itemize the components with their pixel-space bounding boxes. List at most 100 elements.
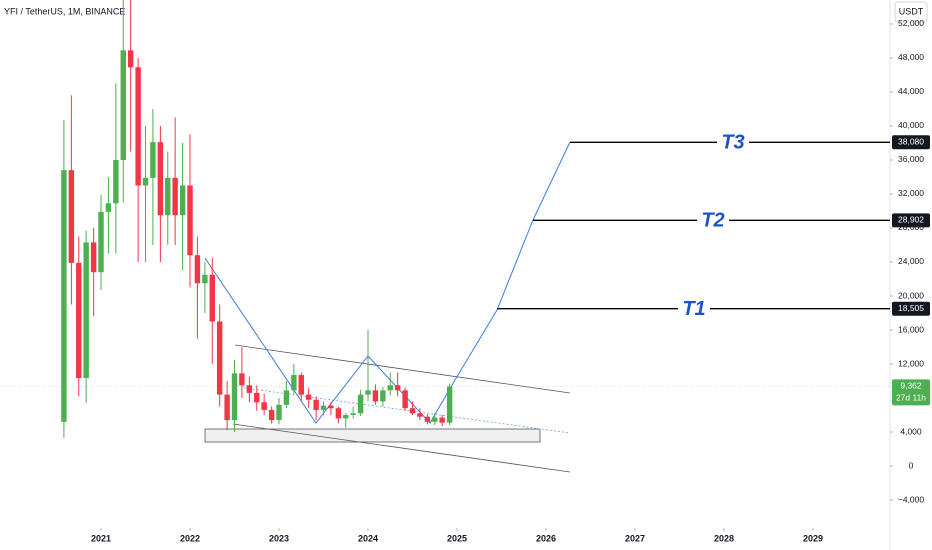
currency-label: USDT <box>899 6 924 16</box>
candle-body <box>150 142 156 178</box>
candle-body <box>328 405 334 409</box>
y-tick-label: 12,000 <box>898 358 924 368</box>
target-price-box <box>892 135 930 150</box>
candle-body <box>335 408 342 419</box>
target-price-box <box>892 213 930 228</box>
candle-body <box>76 262 82 379</box>
last-price-box <box>892 379 930 406</box>
candle-body <box>394 385 401 391</box>
candle-body <box>135 67 141 186</box>
x-tick-label: 2024 <box>358 533 378 543</box>
currency-button[interactable] <box>894 1 928 23</box>
y-tick-label: 44,000 <box>898 86 924 96</box>
candle-body <box>179 185 186 216</box>
candle-body <box>113 159 119 204</box>
y-tick-label: 32,000 <box>898 188 924 198</box>
target-name: T3 <box>721 132 744 154</box>
candle-body <box>239 373 245 386</box>
candle-body <box>165 177 171 216</box>
candle-body <box>202 274 208 284</box>
candle-body <box>98 211 104 273</box>
candle-body <box>254 392 260 403</box>
candle-body <box>157 142 164 216</box>
y-tick-label: 40,000 <box>898 120 924 130</box>
y-tick-label: 4,000 <box>900 426 922 436</box>
candle-body <box>90 242 97 273</box>
chart-title: YFI / TetherUS, 1M, BINANCE <box>4 6 125 16</box>
candle-body <box>439 417 445 423</box>
x-tick-label: 2026 <box>536 533 556 543</box>
x-tick-label: 2028 <box>714 533 734 543</box>
countdown-label: 27d 11h <box>896 393 926 403</box>
target-name: T1 <box>682 298 705 320</box>
candle-body <box>246 385 253 393</box>
candle-body <box>276 404 282 421</box>
candle-body <box>343 415 349 419</box>
candle-body <box>409 408 416 414</box>
y-tick-label: 20,000 <box>898 290 924 300</box>
x-tick-label: 2023 <box>269 533 289 543</box>
candle-body <box>432 417 438 422</box>
x-tick-label: 2021 <box>91 533 111 543</box>
candle-body <box>61 170 67 422</box>
candle-body <box>417 413 423 417</box>
x-tick-label: 2022 <box>180 533 200 543</box>
candle-body <box>105 203 112 212</box>
candle-body <box>68 170 75 263</box>
target-label-bg <box>697 208 729 233</box>
y-tick-label: 48,000 <box>898 52 924 62</box>
y-tick-label: 36,000 <box>898 154 924 164</box>
candle-body <box>83 242 89 379</box>
channel-lower <box>232 423 571 473</box>
x-tick-label: 2029 <box>803 533 823 543</box>
candle-body <box>365 390 371 395</box>
target-price-box <box>892 301 930 316</box>
candle-body <box>298 375 304 395</box>
candle-body <box>357 394 364 414</box>
candle-body <box>305 394 312 400</box>
candle-body <box>231 373 238 421</box>
target-price-label: 18,505 <box>898 303 924 313</box>
y-tick-label: −4,000 <box>898 494 925 504</box>
candle-body <box>350 413 356 416</box>
candle-body <box>402 390 408 409</box>
y-tick-label: 16,000 <box>898 324 924 334</box>
drawings <box>204 141 571 473</box>
candle-body <box>194 255 201 284</box>
candle-body <box>172 177 178 216</box>
candle-body <box>313 399 319 410</box>
candle-body <box>320 405 327 410</box>
candle-body <box>120 50 126 160</box>
candle-body <box>187 185 193 256</box>
target-label-bg <box>678 296 710 321</box>
target-price-label: 28,902 <box>898 215 924 225</box>
candle-body <box>283 390 290 405</box>
x-tick-label: 2027 <box>625 533 645 543</box>
channel-mid <box>244 387 571 434</box>
candle-body <box>142 177 149 186</box>
last-price-label: 9,362 <box>900 381 922 391</box>
target-label-bg <box>717 130 749 155</box>
range-box <box>204 428 541 443</box>
candle-body <box>216 321 223 395</box>
candle-body <box>291 375 297 391</box>
candle-body <box>446 386 453 423</box>
candle-body <box>372 390 379 402</box>
candle-body <box>127 50 134 68</box>
target-price-label: 38,080 <box>898 137 924 147</box>
candle-body <box>209 274 215 322</box>
y-tick-label: 52,000 <box>898 18 924 28</box>
candle-body <box>424 416 431 422</box>
candle-body <box>387 385 393 391</box>
candle-body <box>224 394 230 421</box>
target-name: T2 <box>701 210 724 232</box>
projection-path <box>204 141 571 424</box>
candle-body <box>268 409 275 421</box>
y-tick-label: 24,000 <box>898 256 924 266</box>
candle-body <box>261 402 267 410</box>
candle-body <box>380 390 386 402</box>
channel-upper <box>234 344 571 394</box>
y-tick-label: 0 <box>909 460 914 470</box>
x-tick-label: 2025 <box>447 533 467 543</box>
